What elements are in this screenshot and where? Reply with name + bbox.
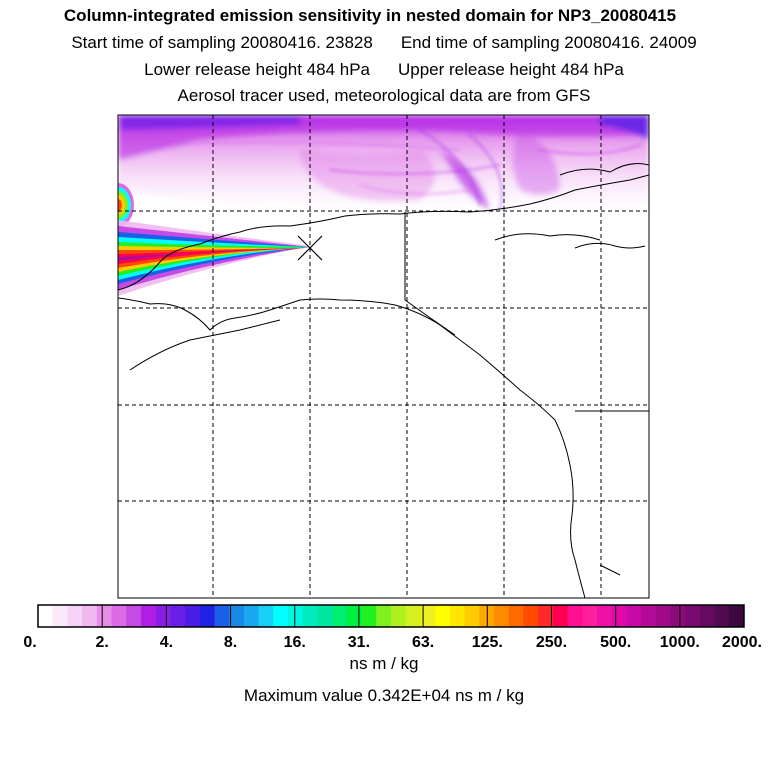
colorbar-cell: [714, 605, 730, 627]
colorbar-tick-label: 31.: [348, 634, 370, 650]
colorbar-cell: [464, 605, 480, 627]
colorbar-cell: [435, 605, 451, 627]
colorbar-cell: [140, 605, 157, 627]
arctic-sensitivity-band: [118, 115, 649, 215]
colorbar-tick-label: 8.: [224, 634, 237, 650]
colorbar-cell: [626, 605, 642, 627]
colorbar-cell: [699, 605, 715, 627]
colorbar-tick-label: 63.: [412, 634, 434, 650]
colorbar-cell: [258, 605, 274, 627]
colorbar-cell: [641, 605, 657, 627]
start-time-text: Start time of sampling 20080416. 23828: [71, 33, 373, 52]
colorbar-cell: [302, 605, 318, 627]
tracer-info: Aerosol tracer used, meteorological data…: [177, 86, 591, 105]
colorbar-cell: [611, 605, 627, 627]
coastlines: [118, 163, 649, 598]
arctic-streaks: [149, 129, 641, 211]
colorbar-cell: [582, 605, 598, 627]
colorbar-cell: [596, 605, 613, 627]
colorbar-frame: [37, 604, 745, 628]
colorbar-cell: [82, 605, 98, 627]
colorbar-tick-label: 2000.: [722, 634, 762, 650]
sensitivity-field: [118, 115, 649, 598]
page-title: Column-integrated emission sensitivity i…: [63, 6, 677, 25]
colorbar-cell: [346, 605, 362, 627]
colorbar-cell: [67, 605, 83, 627]
colorbar-cell: [420, 605, 436, 627]
release-heights: Lower release height 484 hPa Upper releas…: [0, 60, 768, 80]
graticule: [118, 115, 649, 598]
colorbar-cell: [552, 605, 568, 627]
colorbar-cell: [405, 605, 421, 627]
colorbar-cell: [111, 605, 127, 627]
colorbar-cell: [567, 605, 583, 627]
colorbar-tick-label: 500.: [600, 634, 631, 650]
colorbar-tick-label: 16.: [284, 634, 306, 650]
colorbar-cell: [52, 605, 68, 627]
colorbar-cell: [155, 605, 171, 627]
colorbar-cell: [273, 605, 289, 627]
lower-release-text: Lower release height 484 hPa: [144, 60, 370, 79]
colorbar-cell: [523, 605, 539, 627]
colorbar-tick-label: 1000.: [660, 634, 700, 650]
colorbar-cell: [729, 605, 745, 627]
colorbar-tick-label: 125.: [472, 634, 503, 650]
colorbar-cell: [185, 605, 201, 627]
release-point-marker: [297, 235, 323, 261]
max-value-text: Maximum value 0.342E+04 ns m / kg: [243, 686, 525, 705]
colorbar-cell: [96, 605, 112, 627]
colorbar-cell: [126, 605, 142, 627]
colorbar-cell: [376, 605, 392, 627]
colorbar-cell: [317, 605, 333, 627]
colorbar-cells: [38, 605, 745, 627]
end-time-text: End time of sampling 20080416. 24009: [400, 33, 697, 52]
colorbar-cell: [288, 605, 304, 627]
colorbar-cell: [214, 605, 230, 627]
colorbar-cell: [508, 605, 524, 627]
colorbar-tick-label: 2.: [96, 634, 109, 650]
colorbar-cell: [243, 605, 260, 627]
colorbar-tick-label: 4.: [160, 634, 173, 650]
colorbar-cell: [170, 605, 186, 627]
colorbar-cell: [199, 605, 215, 627]
colorbar-cell: [361, 605, 377, 627]
colorbar-cell: [391, 605, 407, 627]
left-edge-plume: [118, 183, 134, 227]
colorbar: 0. 2. 4. 8. 16. 31. 63. 125. 250. 500. 1000. 2000.: [23, 604, 762, 650]
colorbar-tick-label: 0.: [23, 634, 36, 650]
colorbar-tick-label: 250.: [536, 634, 567, 650]
colorbar-ticks: 0. 2. 4. 8. 16. 31. 63. 125. 250. 500. 1000. 2000.: [23, 605, 762, 650]
colorbar-cell: [655, 605, 671, 627]
upper-release-text: Upper release height 484 hPa: [398, 60, 624, 79]
colorbar-cell: [538, 605, 554, 627]
colorbar-cell: [449, 605, 465, 627]
map-frame: [117, 114, 650, 599]
colorbar-cell: [685, 605, 701, 627]
colorbar-cell: [332, 605, 348, 627]
colorbar-cell: [670, 605, 686, 627]
colorbar-cell: [229, 605, 245, 627]
colorbar-units: ns m / kg: [349, 654, 419, 673]
sampling-times: Start time of sampling 20080416. 23828 En…: [0, 33, 768, 53]
colorbar-cell: [38, 605, 54, 627]
colorbar-cell: [493, 605, 510, 627]
